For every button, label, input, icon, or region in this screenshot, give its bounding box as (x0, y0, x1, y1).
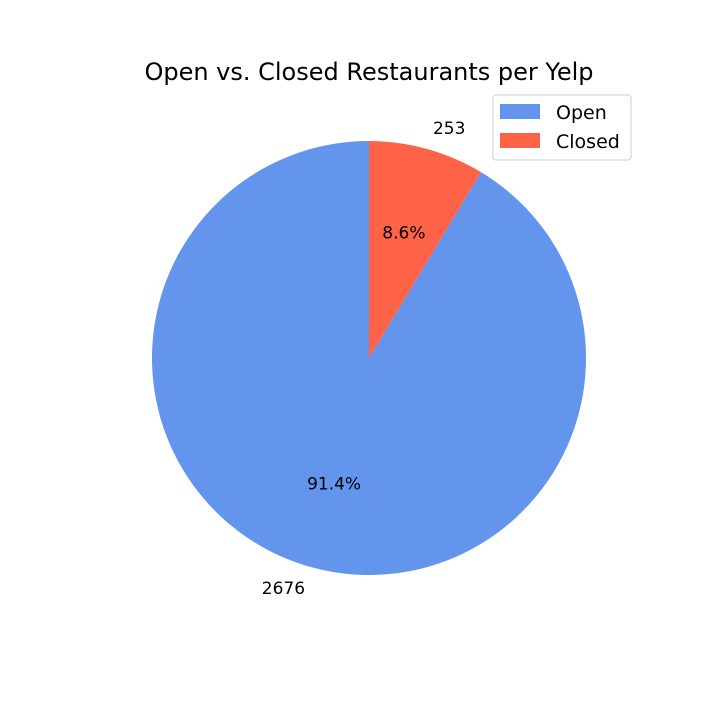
pie-slice-closed (369, 141, 482, 358)
legend-label-open: Open (556, 102, 607, 124)
labels-layer: 91.4% 2676 8.6% 253 (262, 119, 466, 599)
chart-title: Open vs. Closed Restaurants per Yelp (144, 58, 593, 86)
legend-swatch-closed (500, 133, 540, 148)
value-label-open: 2676 (262, 579, 305, 599)
slices-layer (151, 141, 586, 576)
pie-slice-open (151, 141, 586, 576)
legend-label-closed: Closed (556, 131, 620, 153)
percent-label-closed: 8.6% (382, 224, 425, 244)
value-label-closed: 253 (433, 119, 465, 139)
percent-label-open: 91.4% (307, 474, 361, 494)
legend-swatch-open (500, 104, 540, 119)
legend: Open Closed (492, 94, 632, 161)
